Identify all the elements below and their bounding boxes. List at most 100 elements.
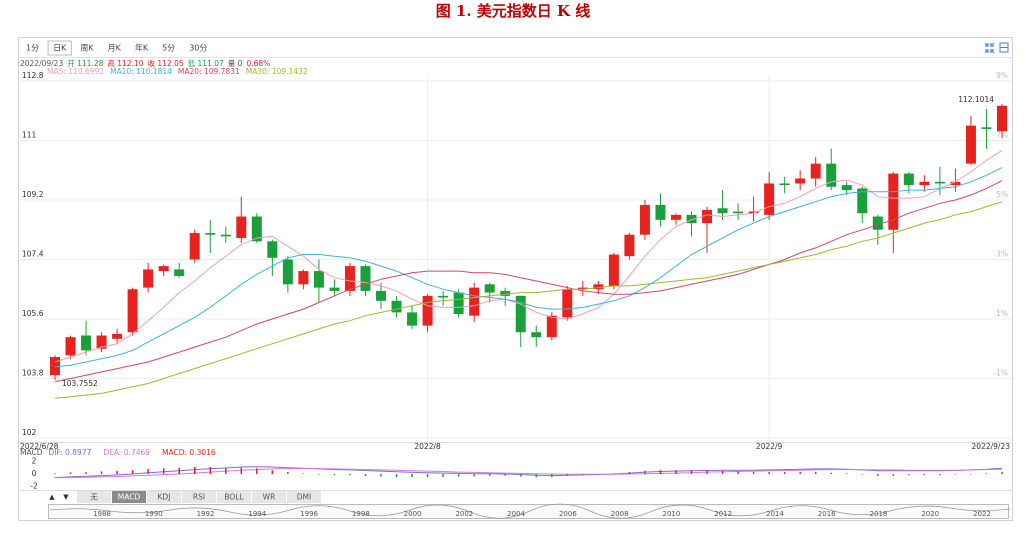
indicator-tab-label[interactable]: BOLL (224, 493, 244, 502)
macd-bar (535, 474, 538, 478)
indicator-tab-label[interactable]: RSI (193, 493, 205, 502)
candle-body (205, 233, 216, 235)
period-tab[interactable]: 年K (135, 43, 149, 53)
candle-body (655, 204, 666, 220)
candle-body (997, 105, 1007, 132)
candle-body (391, 300, 402, 313)
candle-body (546, 315, 557, 338)
indicator-tab[interactable] (252, 491, 286, 503)
macd-bar (799, 472, 801, 474)
indicator-arrow[interactable]: ▲ (49, 493, 55, 501)
candle-body (267, 241, 278, 258)
chart-frame (18, 37, 1013, 521)
period-tab[interactable]: 1分 (26, 44, 39, 53)
candle-body (733, 211, 744, 214)
ma-line (54, 180, 1003, 383)
info-item: 2022/09/23 (20, 59, 63, 68)
candle-body (236, 216, 247, 239)
indicator-tab-label[interactable]: 无 (90, 493, 98, 502)
period-tab[interactable]: 5分 (162, 44, 175, 53)
candle-body (872, 216, 883, 230)
ma-line (54, 201, 1003, 399)
indicator-tab[interactable] (182, 491, 216, 503)
macd-bar (100, 471, 103, 474)
macd-bar (318, 474, 320, 475)
candle-body (903, 173, 914, 186)
candle-body (934, 181, 945, 184)
macd-bar (830, 472, 832, 474)
macd-bar (193, 467, 196, 474)
macd-bar (411, 474, 413, 478)
candle-body (158, 266, 169, 272)
candle-body (189, 233, 200, 260)
candle-body (376, 290, 387, 301)
max-annotation: 112.1014 (958, 95, 994, 104)
macd-bar (783, 472, 786, 474)
navigator-year: 2010 (662, 510, 680, 518)
candle-body (81, 335, 92, 351)
candle-body (313, 271, 324, 288)
candle-body (764, 183, 775, 215)
candle-body (562, 289, 573, 318)
indicator-tab[interactable] (147, 491, 181, 503)
macd-legend: MACD: 0.3016 (162, 448, 216, 457)
candle-body (639, 204, 650, 235)
candle-body (717, 208, 728, 214)
navigator-line (49, 503, 1011, 519)
indicator-tab-label[interactable]: WR (263, 493, 276, 502)
candle-body (919, 181, 930, 186)
x-tick-label: 2022/9 (756, 442, 783, 451)
navigator-year: 2004 (507, 510, 525, 518)
indicator-tab[interactable] (77, 491, 111, 503)
candle-body (407, 312, 418, 326)
legend-item: MA10: 110.1814 (110, 67, 172, 76)
y2-tick-label: -1% (993, 369, 1008, 378)
candle-body (795, 178, 806, 184)
macd-bar (737, 471, 739, 474)
macd-bar (519, 474, 522, 477)
info-item: 低 111.07 (188, 58, 224, 68)
macd-bar (861, 474, 864, 475)
navigator-year: 1996 (300, 510, 318, 518)
info-item: 开 111.28 (67, 59, 103, 68)
indicator-tab-label[interactable]: DMI (297, 493, 311, 502)
period-tab[interactable]: 周K (80, 44, 94, 53)
indicator-tab-label[interactable]: KDJ (158, 493, 171, 502)
macd-bar (256, 468, 258, 474)
macd-bar (954, 474, 957, 475)
candle-body (810, 163, 821, 179)
candle-body (593, 284, 604, 290)
macd-bar (147, 468, 149, 474)
navigator-year: 2006 (559, 510, 577, 518)
candle-body (577, 287, 588, 290)
indicator-tab-label[interactable]: MACD (118, 493, 141, 502)
candle-body (624, 234, 635, 257)
period-tab[interactable]: 日K (53, 44, 67, 53)
macd-bar (364, 474, 367, 476)
macd-bar (457, 474, 460, 477)
indicator-tab[interactable] (287, 491, 321, 503)
macd-bar (939, 474, 941, 476)
period-tab[interactable]: 30分 (189, 44, 207, 53)
indicator-arrow[interactable]: ▼ (63, 493, 69, 501)
macd-bar (752, 472, 755, 474)
zoom-icon[interactable] (984, 42, 995, 54)
candle-body (748, 211, 759, 214)
navigator-year: 2000 (404, 510, 422, 518)
split-icon[interactable] (999, 42, 1009, 53)
macd-bar (287, 472, 289, 474)
period-tab[interactable]: 月K (108, 44, 122, 53)
navigator-year: 2020 (921, 510, 939, 518)
indicator-tab[interactable] (112, 491, 146, 503)
indicator-tab[interactable] (217, 491, 251, 503)
macd-bar (473, 474, 475, 477)
macd-bar (302, 473, 305, 474)
macd-tick-label: 0 (32, 469, 37, 478)
candle-body (888, 173, 899, 230)
navigator-year: 1998 (352, 510, 370, 518)
candle-body (143, 269, 154, 288)
macd-bar (225, 467, 227, 474)
candle-body (469, 287, 480, 316)
macd-bar (985, 473, 988, 474)
macd-bar (85, 472, 87, 474)
